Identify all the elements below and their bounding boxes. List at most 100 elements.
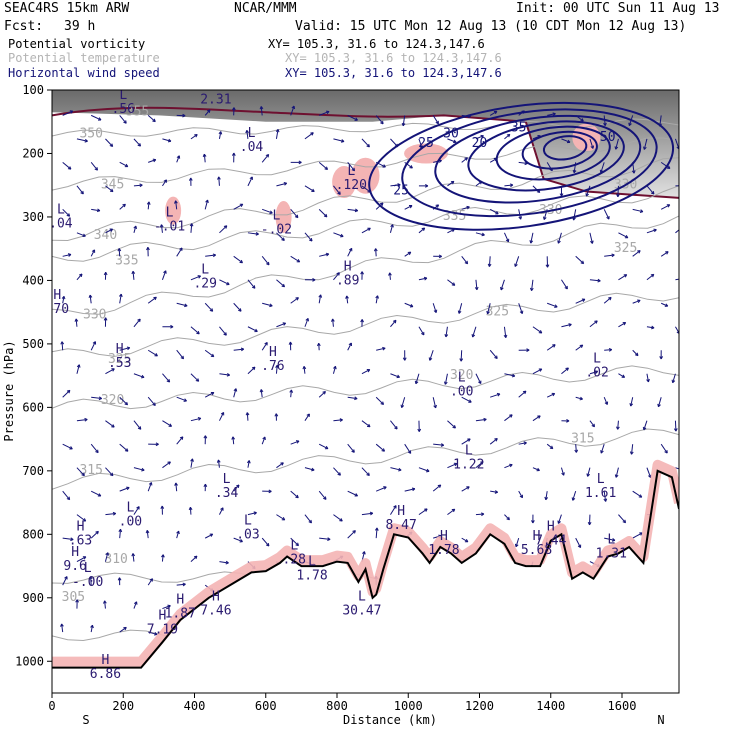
circulation-vector — [161, 554, 164, 562]
circulation-vector — [304, 132, 314, 140]
y-tick-label: 100 — [22, 83, 44, 97]
circulation-vector — [389, 272, 391, 280]
circulation-vector-head — [523, 441, 527, 445]
circulation-vector-head — [676, 330, 679, 334]
circulation-vector-head — [650, 273, 655, 278]
circulation-vector-head — [80, 190, 84, 195]
circulation-vector — [646, 467, 652, 478]
wind-speed-label: 35 — [511, 120, 527, 135]
extremum-kind-label: L — [465, 443, 473, 458]
circulation-vector-head — [109, 472, 114, 477]
circulation-vector — [133, 225, 137, 233]
circulation-vector — [346, 295, 349, 304]
circulation-vector-head — [188, 506, 193, 511]
circulation-vector-head — [351, 167, 356, 172]
circulation-vector-head — [251, 366, 256, 371]
circulation-vector-head — [526, 348, 530, 353]
circulation-vector-head — [509, 183, 514, 188]
circulation-vector — [133, 318, 141, 328]
theta-contour-label: 355 — [126, 104, 149, 119]
circulation-vector-head — [549, 445, 554, 450]
circulation-vector-head — [122, 203, 126, 208]
circulation-vector — [332, 366, 336, 374]
circulation-vector-head — [311, 467, 315, 472]
circulation-vector — [318, 391, 326, 398]
circulation-vector-head — [176, 530, 180, 535]
circulation-vector-head — [209, 308, 214, 312]
circulation-vector — [532, 368, 543, 375]
extremum-value-label: .29 — [193, 277, 216, 292]
circulation-vector — [176, 583, 186, 586]
circulation-vector-head — [309, 238, 313, 242]
circulation-vector-head — [503, 334, 508, 338]
circulation-vector — [133, 420, 142, 430]
circulation-vector-head — [423, 276, 428, 281]
circulation-vector-head — [210, 353, 215, 358]
circulation-vector-head — [435, 120, 439, 125]
circulation-vector-head — [152, 402, 156, 406]
circulation-vector-head — [295, 542, 299, 547]
model-title: SEAC4RS 15km ARW — [4, 1, 130, 16]
circulation-vector-head — [262, 436, 266, 440]
circulation-vector — [262, 208, 273, 214]
circulation-vector-head — [245, 412, 250, 416]
circulation-vector — [461, 537, 469, 543]
extremum-value-label: .53 — [108, 356, 131, 371]
circulation-vector-head — [205, 199, 209, 204]
extremum-value-label: 7.44 — [535, 534, 566, 549]
circulation-vector-head — [671, 379, 676, 384]
circulation-vector — [89, 294, 92, 304]
circulation-vector-head — [466, 486, 470, 490]
circulation-vector-head — [82, 233, 86, 238]
circulation-vector-head — [557, 520, 561, 524]
circulation-vector — [547, 302, 558, 308]
theta-contour-label: 325 — [108, 352, 131, 367]
circulation-vector-head — [203, 435, 208, 439]
circulation-vector-head — [579, 344, 584, 348]
wind-speed-contour — [467, 120, 625, 192]
circulation-vector — [276, 462, 284, 469]
legend-pv-name: Potential vorticity — [8, 37, 146, 51]
circulation-vector — [632, 532, 643, 539]
circulation-vector — [518, 110, 525, 116]
extremum-kind-label: L — [223, 472, 231, 487]
circulation-vector — [247, 176, 253, 187]
y-tick-label: 800 — [22, 527, 44, 541]
circulation-vector — [604, 537, 616, 541]
extremum-kind-label: H — [533, 529, 541, 544]
circulation-vector-head — [366, 369, 371, 373]
circulation-vector — [604, 349, 612, 351]
circulation-vector — [76, 364, 80, 374]
circulation-vector — [260, 106, 263, 116]
circulation-vector-head — [440, 443, 445, 447]
circulation-vector-head — [603, 498, 608, 502]
extremum-kind-label: L — [126, 501, 134, 516]
circulation-vector-head — [581, 298, 586, 302]
circulation-vector — [162, 373, 171, 383]
circulation-vector — [105, 185, 114, 192]
extremum-value-label: .34 — [215, 486, 239, 501]
circulation-vector — [247, 460, 250, 468]
circulation-vector-head — [123, 120, 127, 124]
theta-contour-line — [52, 428, 679, 490]
wind-speed-contour — [495, 125, 611, 181]
circulation-vector-head — [603, 122, 607, 126]
circulation-vector — [561, 323, 572, 328]
circulation-vector-head — [197, 275, 202, 279]
circulation-vector-head — [141, 374, 145, 379]
circulation-vector-head — [622, 322, 627, 326]
circulation-vector-head — [322, 390, 326, 395]
circulation-vector-head — [324, 166, 329, 170]
x-end-label-south: S — [82, 713, 89, 727]
circulation-vector-head — [152, 118, 156, 123]
extremum-kind-label: H — [159, 609, 167, 624]
extremum-value-label: 9.6 — [63, 559, 86, 574]
circulation-vector-head — [651, 325, 655, 330]
circulation-vector-head — [146, 247, 150, 251]
circulation-vector — [589, 232, 593, 244]
circulation-vector — [518, 209, 522, 220]
circulation-vector-head — [457, 310, 462, 314]
circulation-vector-head — [245, 129, 249, 134]
circulation-vector-head — [103, 600, 107, 604]
circulation-vector-head — [288, 341, 293, 345]
